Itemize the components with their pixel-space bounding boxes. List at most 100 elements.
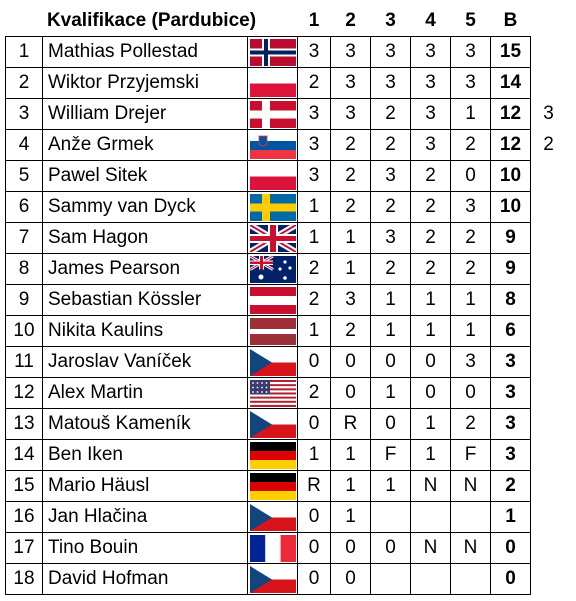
heat-score: F: [450, 439, 491, 471]
heat-score: 0: [450, 160, 491, 192]
total-score: 10: [490, 160, 531, 192]
heat-score: 2: [450, 253, 491, 285]
tiebreak: [531, 37, 567, 68]
tiebreak: [531, 440, 567, 471]
rider-name: Pawel Sitek: [42, 160, 248, 192]
rider-name: Jan Hlačina: [42, 501, 248, 533]
tiebreak: 2: [543, 134, 554, 155]
heat-score: 1: [330, 222, 371, 254]
flag: [249, 162, 296, 190]
result-row: 9 Sebastian Kössler 2 3 1 1 1 8: [5, 284, 567, 316]
flag-cell: [247, 253, 298, 285]
flag: [249, 441, 296, 469]
heat-score: 1: [410, 439, 451, 471]
heat-header: 2: [345, 9, 356, 31]
heat-score: [370, 501, 411, 533]
result-row: 7 Sam Hagon 1 1 3 2 2 9: [5, 222, 567, 254]
heat-score: 2: [450, 222, 491, 254]
flag-cell: [247, 470, 298, 502]
heat-score: 2: [370, 191, 411, 223]
tiebreak: [531, 564, 567, 595]
heat-score: 3: [370, 67, 411, 99]
result-row: 13 Matouš Kameník 0 R 0 1 2 3: [5, 408, 567, 440]
heat-score: 1: [330, 501, 371, 533]
total-score: 3: [490, 439, 531, 471]
heat-score: 2: [330, 315, 371, 347]
heat-score: 3: [410, 67, 451, 99]
heat-score: 1: [330, 253, 371, 285]
flag: [249, 38, 296, 66]
heat-score: 2: [330, 129, 371, 161]
flag: [249, 193, 296, 221]
tiebreak: [531, 254, 567, 285]
heat-score: 3: [450, 36, 491, 68]
heat-score: 0: [450, 377, 491, 409]
result-row: 11 Jaroslav Vaníček 0 0 0 0 3 3: [5, 346, 567, 378]
total-score: 8: [490, 284, 531, 316]
flag-cell: [247, 36, 298, 68]
heat-score: N: [450, 470, 491, 502]
total-score: 14: [490, 67, 531, 99]
heat-score: 2: [370, 98, 411, 130]
heat-score: 3: [330, 36, 371, 68]
heat-score: 3: [370, 36, 411, 68]
tiebreak: [531, 347, 567, 378]
heat-score: 2: [330, 191, 371, 223]
heat-score: 0: [297, 532, 331, 564]
heat-score: 2: [410, 160, 451, 192]
empty-header: [531, 5, 567, 37]
heat-score: 2: [370, 253, 411, 285]
heat-score: [410, 563, 451, 595]
result-row: 3 William Drejer 3 3 2 3 1 12 3: [5, 98, 567, 130]
result-row: 8 James Pearson 2 1 2 2 2 9: [5, 253, 567, 285]
table-title: Kvalifikace (Pardubice): [46, 9, 257, 31]
heat-score: 3: [370, 160, 411, 192]
heat-score: 0: [297, 408, 331, 440]
heat-score: 0: [297, 563, 331, 595]
heat-score: 3: [330, 67, 371, 99]
heat-score: N: [410, 532, 451, 564]
heat-score: 3: [297, 36, 331, 68]
heat-score: 3: [450, 67, 491, 99]
flag-cell: [247, 284, 298, 316]
tiebreak: [531, 285, 567, 316]
heat-score: 1: [370, 315, 411, 347]
total-score: 6: [490, 315, 531, 347]
rider-name: David Hofman: [42, 563, 248, 595]
heat-score: 0: [330, 532, 371, 564]
rider-name: Ben Iken: [42, 439, 248, 471]
heat-score: 1: [297, 439, 331, 471]
tiebreak: [531, 316, 567, 347]
flag-cell: [247, 67, 298, 99]
rider-name: Sammy van Dyck: [42, 191, 248, 223]
flag: [249, 317, 296, 345]
heat-header: 3: [385, 9, 396, 31]
result-row: 14 Ben Iken 1 1 F 1 F 3: [5, 439, 567, 471]
heat-score: 1: [450, 284, 491, 316]
heat-score: 1: [330, 470, 371, 502]
heat-header: 4: [425, 9, 436, 31]
rider-name: William Drejer: [42, 98, 248, 130]
heat-score: 1: [297, 315, 331, 347]
rank: 15: [5, 470, 43, 502]
heat-score: 1: [370, 284, 411, 316]
heat-score: 1: [297, 222, 331, 254]
heat-score: 1: [370, 377, 411, 409]
rank: 16: [5, 501, 43, 533]
heat-header: 1: [308, 9, 320, 31]
rider-name: Tino Bouin: [42, 532, 248, 564]
heat-score: 3: [370, 222, 411, 254]
result-row: 17 Tino Bouin 0 0 0 N N 0: [5, 532, 567, 564]
heat-score: [450, 563, 491, 595]
results-table: Kvalifikace (Pardubice) 1 2 3 4 5 B 1 Mathias Po…: [5, 5, 567, 595]
flag-cell: [247, 377, 298, 409]
heat-score: 2: [297, 377, 331, 409]
heat-score: 0: [410, 346, 451, 378]
heat-score: 1: [410, 315, 451, 347]
heat-score: [410, 501, 451, 533]
heat-score: 0: [330, 377, 371, 409]
rider-name: Wiktor Przyjemski: [42, 67, 248, 99]
heat-score: 3: [410, 98, 451, 130]
flag-cell: [247, 408, 298, 440]
